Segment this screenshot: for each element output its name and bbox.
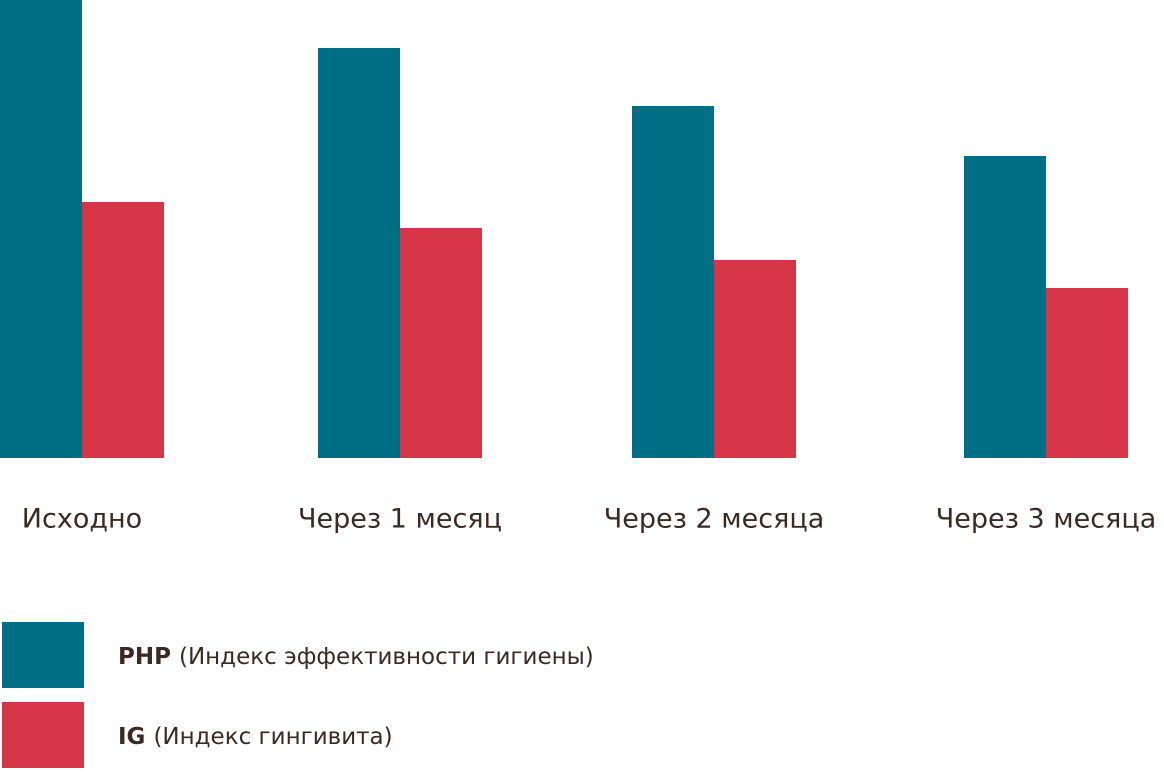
bar: [0, 0, 82, 458]
x-tick-label: Через 2 месяца: [604, 504, 825, 535]
bar: [400, 228, 482, 458]
bar: [318, 48, 400, 458]
x-tick-label: Исходно: [22, 504, 142, 535]
bar: [632, 106, 714, 458]
legend-name: IG: [118, 724, 145, 750]
bar: [82, 202, 164, 458]
x-tick-label: Через 1 месяц: [298, 504, 502, 535]
legend-label: PHP (Индекс эффективности гигиены): [118, 644, 594, 670]
bar: [964, 156, 1046, 458]
legend-description: (Индекс эффективности гигиены): [179, 644, 594, 670]
bar: [714, 260, 796, 458]
legend-label: IG (Индекс гингивита): [118, 724, 393, 750]
legend-name: PHP: [118, 644, 171, 670]
legend-swatch: [2, 702, 84, 768]
bar: [1046, 288, 1128, 458]
x-tick-label: Через 3 месяца: [936, 504, 1157, 535]
legend-swatch: [2, 622, 84, 688]
legend-description: (Индекс гингивита): [153, 724, 392, 750]
